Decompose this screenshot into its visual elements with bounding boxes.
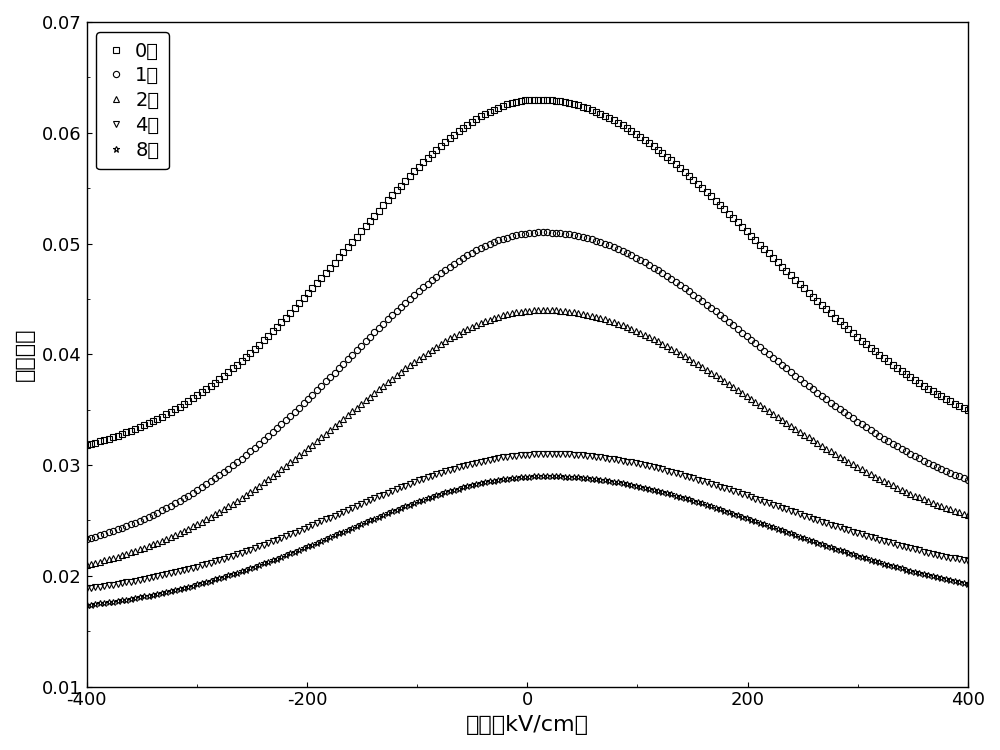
1次: [537, 228, 549, 237]
1次: [81, 535, 93, 544]
2次: [81, 560, 93, 569]
8次: [541, 472, 553, 481]
Y-axis label: 介电损耗: 介电损耗: [15, 328, 35, 381]
1次: [922, 458, 934, 467]
1次: [891, 442, 903, 451]
0次: [922, 384, 934, 393]
0次: [891, 364, 903, 373]
2次: [315, 433, 327, 442]
1次: [116, 524, 128, 532]
2次: [922, 496, 934, 506]
4次: [81, 584, 93, 592]
8次: [962, 579, 974, 588]
2次: [891, 483, 903, 492]
4次: [891, 540, 903, 549]
4次: [244, 545, 256, 554]
0次: [962, 406, 974, 415]
8次: [81, 601, 93, 610]
0次: [134, 422, 146, 431]
4次: [315, 517, 327, 526]
4次: [134, 575, 146, 584]
8次: [134, 592, 146, 602]
2次: [116, 550, 128, 560]
Line: 8次: 8次: [83, 473, 971, 608]
1次: [962, 476, 974, 484]
Line: 1次: 1次: [83, 230, 971, 542]
8次: [116, 596, 128, 604]
1次: [315, 382, 327, 391]
0次: [244, 348, 256, 357]
4次: [116, 579, 128, 588]
4次: [962, 556, 974, 566]
0次: [532, 95, 544, 104]
X-axis label: 电场（kV/cm）: 电场（kV/cm）: [466, 715, 589, 735]
8次: [315, 536, 327, 545]
2次: [134, 544, 146, 554]
1次: [134, 516, 146, 525]
8次: [244, 564, 256, 573]
Line: 4次: 4次: [83, 451, 971, 592]
0次: [315, 274, 327, 283]
8次: [922, 571, 934, 580]
Line: 0次: 0次: [83, 97, 971, 448]
Line: 2次: 2次: [83, 307, 971, 568]
4次: [922, 548, 934, 557]
2次: [244, 488, 256, 496]
1次: [244, 447, 256, 456]
0次: [116, 430, 128, 439]
2次: [537, 305, 549, 314]
Legend: 0次, 1次, 2次, 4次, 8次: 0次, 1次, 2次, 4次, 8次: [96, 32, 169, 170]
0次: [81, 440, 93, 449]
8次: [891, 562, 903, 572]
4次: [541, 449, 553, 458]
2次: [962, 511, 974, 520]
